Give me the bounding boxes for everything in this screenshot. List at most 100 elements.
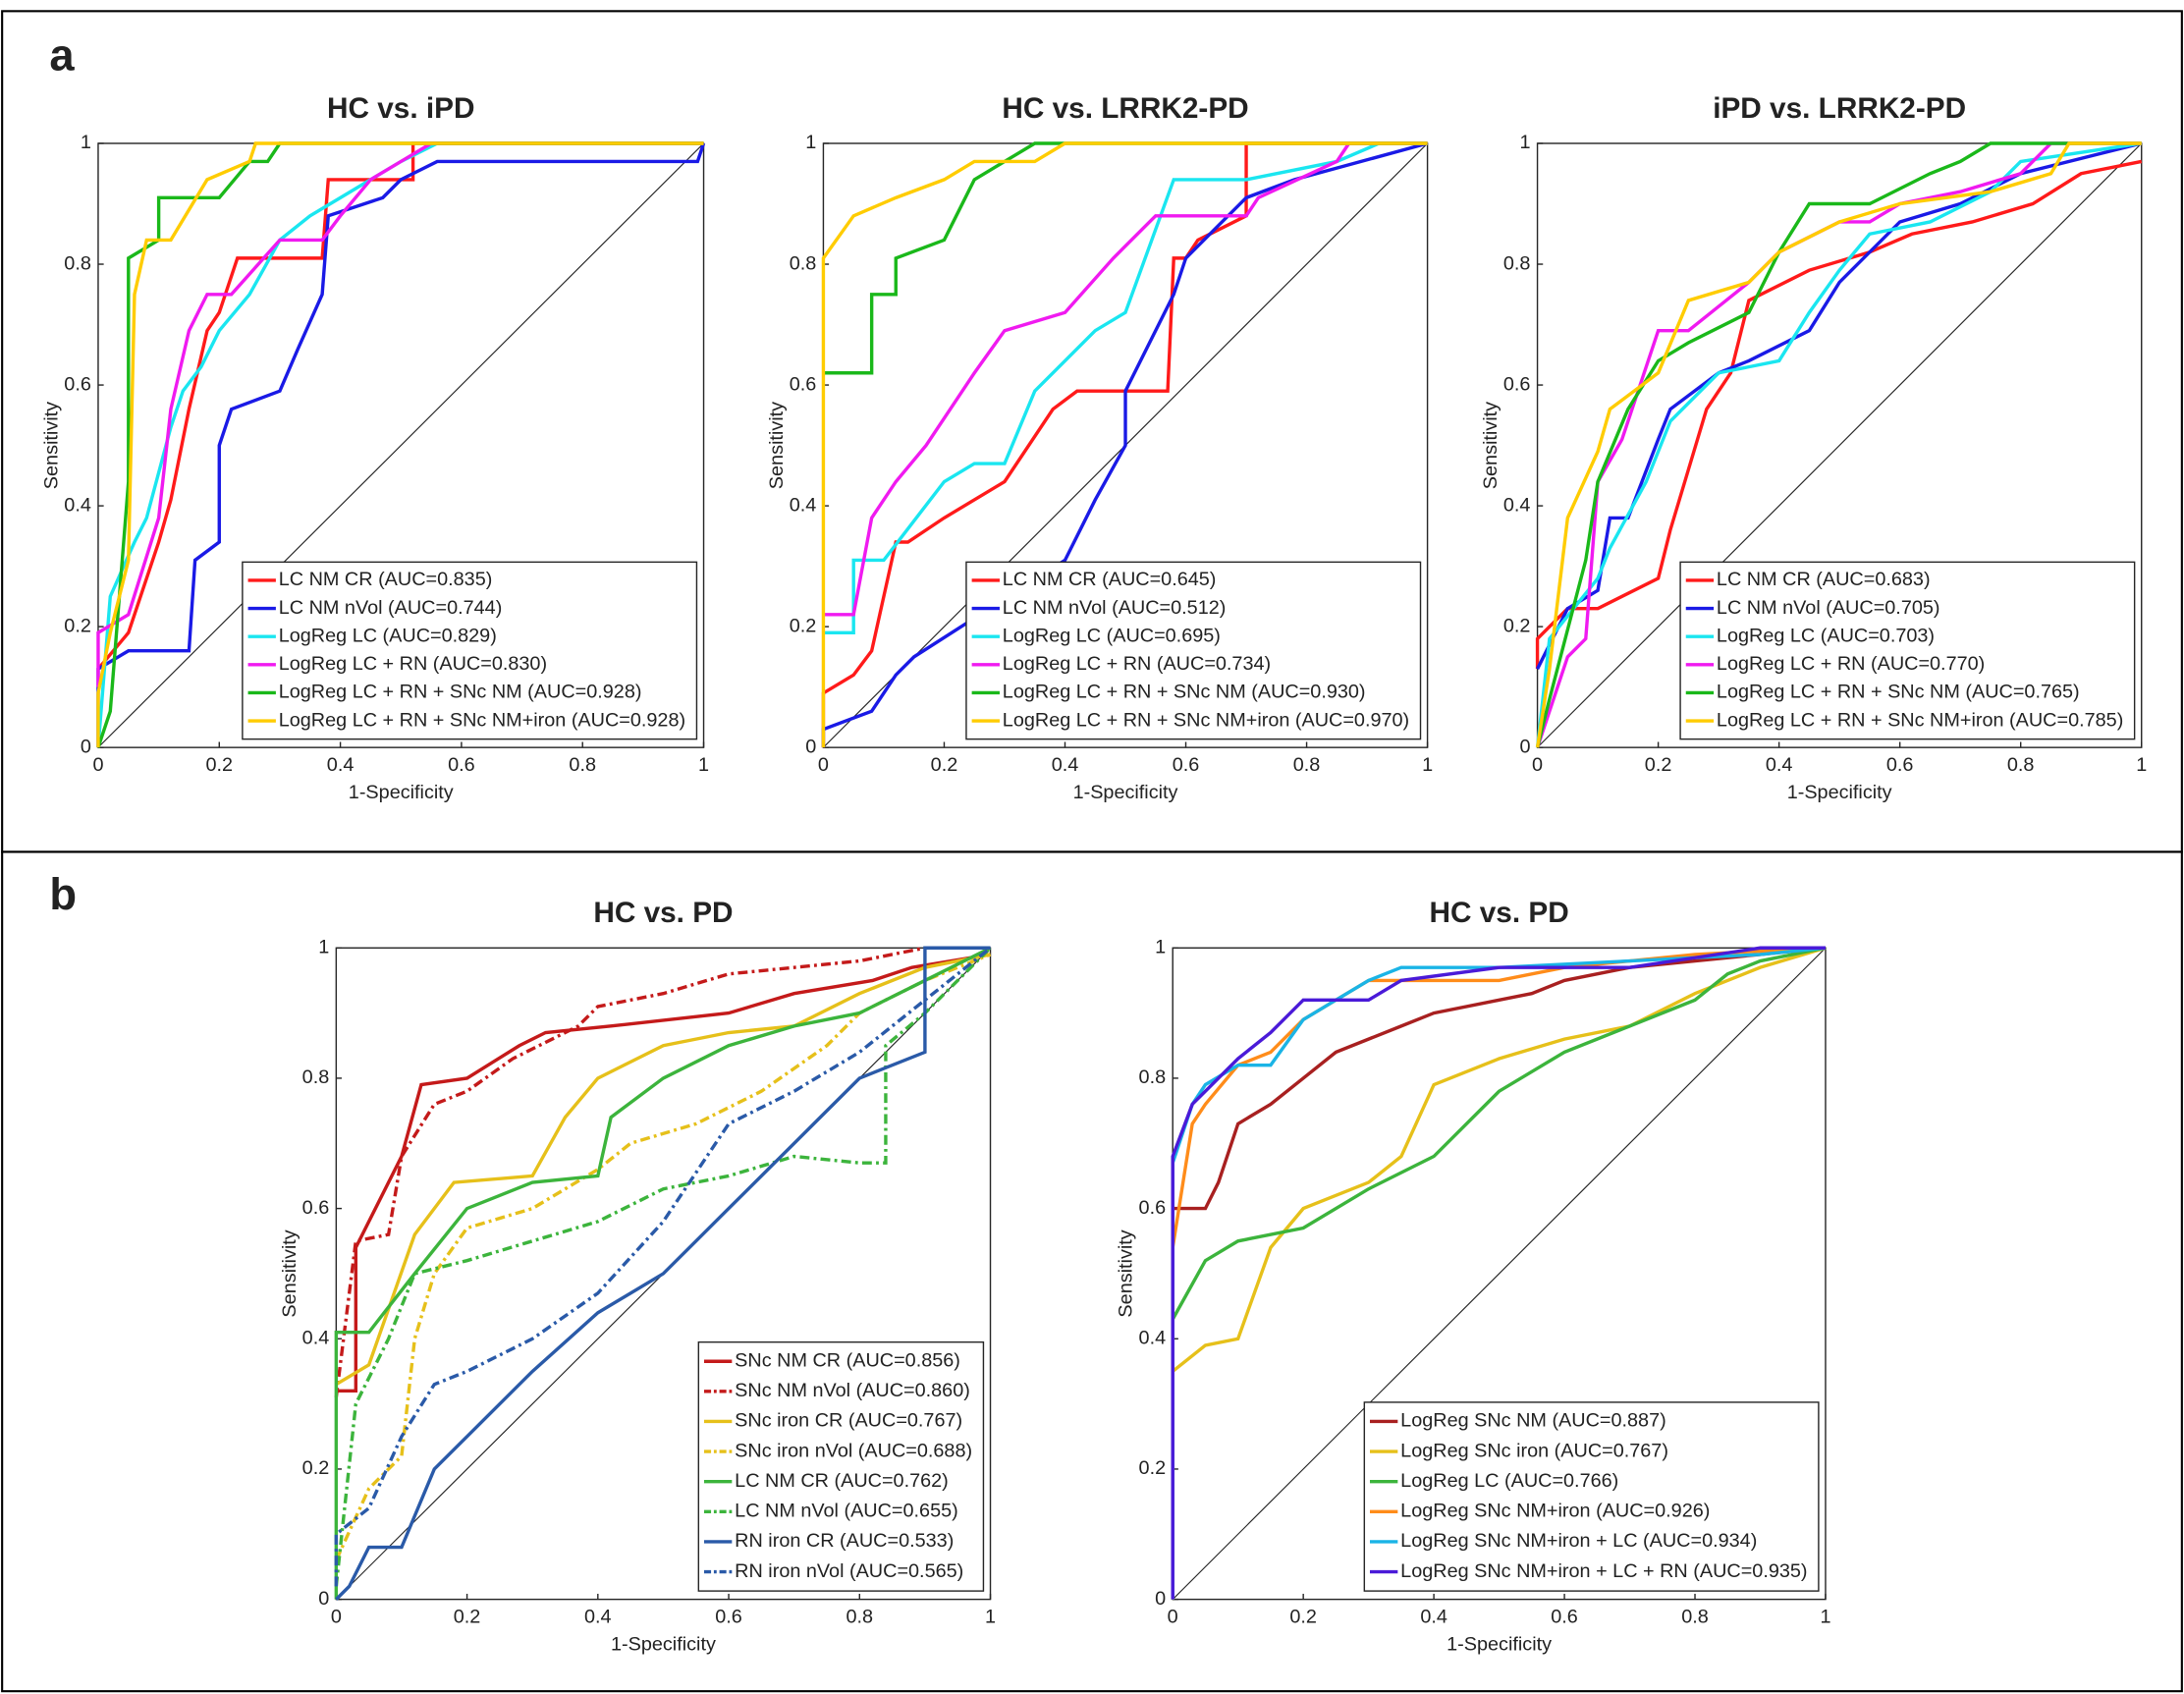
roc-curve <box>334 946 992 1600</box>
x-tick-label: 0.8 <box>2007 754 2035 776</box>
legend-label: SNc iron CR (AUC=0.767) <box>735 1410 962 1432</box>
y-axis-label: Sensitivity <box>1480 402 1502 489</box>
legend-label: LC NM nVol (AUC=0.744) <box>279 597 503 619</box>
roc-curve <box>1535 141 2142 748</box>
x-tick-label: 0.8 <box>1293 754 1321 776</box>
y-tick-label: 0 <box>805 736 816 757</box>
y-axis-label: Sensitivity <box>766 402 788 489</box>
y-tick-label: 1 <box>805 132 816 153</box>
x-tick-label: 0.6 <box>1551 1606 1578 1627</box>
x-tick-label: 0.4 <box>584 1606 612 1627</box>
y-tick-label: 0.4 <box>1503 494 1531 516</box>
legend-label: LogReg LC (AUC=0.829) <box>279 625 497 646</box>
legend: LC NM CR (AUC=0.645) LC NM nVol (AUC=0.51… <box>965 561 1422 740</box>
y-tick-label: 1 <box>81 132 91 153</box>
x-axis-label: 1-Specificity <box>611 1634 716 1656</box>
legend-label: SNc NM CR (AUC=0.856) <box>735 1349 960 1371</box>
legend: SNc NM CR (AUC=0.856) SNc NM nVol (AUC=0.… <box>697 1340 985 1592</box>
panel-label: b <box>49 869 77 919</box>
y-tick-label: 0.4 <box>302 1328 330 1349</box>
legend-label: LogReg LC (AUC=0.695) <box>1003 625 1221 646</box>
legend-label: LogReg SNc NM+iron + LC (AUC=0.934) <box>1400 1530 1757 1552</box>
chance-line <box>97 142 704 748</box>
legend-label: LC NM CR (AUC=0.683) <box>1717 569 1931 590</box>
legend-label: LogReg SNc iron (AUC=0.767) <box>1400 1440 1668 1461</box>
roc-curve <box>334 946 991 1398</box>
roc-curve <box>335 946 991 1601</box>
panel-label: a <box>49 30 75 81</box>
roc-curve <box>334 947 992 1587</box>
roc-curve <box>96 141 704 748</box>
legend-label: LC NM CR (AUC=0.645) <box>1003 569 1217 590</box>
legend-label: LogReg SNc NM+iron + LC + RN (AUC=0.935) <box>1400 1560 1807 1582</box>
chart-title: iPD vs. LRRK2-PD <box>1713 92 1966 125</box>
legend-label: LogReg LC + RN (AUC=0.734) <box>1003 653 1271 675</box>
y-tick-label: 0 <box>1155 1588 1166 1610</box>
legend-label: LogReg LC + RN + SNc NM (AUC=0.928) <box>279 682 642 703</box>
y-tick-label: 0.6 <box>1503 373 1531 395</box>
x-tick-label: 0 <box>1168 1606 1178 1627</box>
y-tick-label: 1 <box>1155 936 1166 957</box>
roc-curve <box>821 141 1428 748</box>
roc-curve <box>821 141 1429 748</box>
legend: LC NM CR (AUC=0.683) LC NM nVol (AUC=0.70… <box>1679 561 2136 740</box>
y-tick-label: 0.2 <box>790 615 817 636</box>
x-tick-label: 1 <box>985 1606 996 1627</box>
x-tick-label: 1 <box>1422 754 1433 776</box>
y-tick-label: 0.8 <box>1503 252 1531 274</box>
x-axis-label: 1-Specificity <box>1073 782 1178 803</box>
y-tick-label: 0.6 <box>1139 1197 1167 1219</box>
legend-label: SNc iron nVol (AUC=0.688) <box>735 1440 972 1461</box>
legend-box <box>242 561 698 740</box>
legend-label: RN iron CR (AUC=0.533) <box>735 1530 954 1552</box>
legend-label: LogReg LC + RN + SNc NM (AUC=0.765) <box>1717 682 2080 703</box>
x-tick-label: 0 <box>92 754 103 776</box>
x-tick-label: 0 <box>818 754 829 776</box>
legend-label: LC NM CR (AUC=0.762) <box>735 1470 949 1492</box>
roc-curve <box>336 953 991 1393</box>
legend: LC NM CR (AUC=0.835) LC NM nVol (AUC=0.74… <box>242 561 698 740</box>
y-tick-label: 0.2 <box>1139 1457 1167 1479</box>
y-axis-label: Sensitivity <box>1116 1230 1137 1317</box>
x-tick-label: 1 <box>1820 1606 1830 1627</box>
legend-box <box>1679 561 2136 740</box>
legend-label: LogReg LC + RN + SNc NM (AUC=0.930) <box>1003 682 1366 703</box>
x-tick-label: 0 <box>331 1606 342 1627</box>
x-axis-label: 1-Specificity <box>1787 782 1892 803</box>
legend-label: LogReg SNc NM (AUC=0.887) <box>1400 1410 1666 1432</box>
legend-label: LogReg LC + RN (AUC=0.770) <box>1717 653 1985 675</box>
x-tick-label: 0.2 <box>1289 1606 1317 1627</box>
roc-curve <box>1171 946 1827 1600</box>
legend-label: LogReg SNc NM+iron (AUC=0.926) <box>1400 1501 1710 1522</box>
chart-title: HC vs. LRRK2-PD <box>1002 92 1248 125</box>
x-tick-label: 0.4 <box>1052 754 1079 776</box>
roc-curve <box>96 141 704 748</box>
legend-label: LogReg LC + RN + SNc NM+iron (AUC=0.928) <box>279 709 685 731</box>
x-tick-label: 0.8 <box>569 754 596 776</box>
y-tick-label: 0 <box>1519 736 1530 757</box>
x-tick-label: 0 <box>1532 754 1543 776</box>
legend-box <box>1363 1401 1820 1592</box>
roc-curve <box>335 953 991 1387</box>
roc-curve <box>1171 946 1826 1600</box>
legend: LogReg SNc NM (AUC=0.887) LogReg SNc iron… <box>1363 1401 1820 1592</box>
y-tick-label: 1 <box>1519 132 1530 153</box>
legend-label: RN iron nVol (AUC=0.565) <box>735 1560 963 1582</box>
x-tick-label: 0.6 <box>448 754 475 776</box>
x-tick-label: 0.4 <box>1766 754 1793 776</box>
y-tick-label: 0.8 <box>1139 1066 1167 1088</box>
y-tick-label: 0.2 <box>302 1457 330 1479</box>
legend-label: SNc NM nVol (AUC=0.860) <box>735 1380 970 1401</box>
roc-curve <box>334 946 992 1587</box>
chance-line <box>1537 142 2143 748</box>
y-tick-label: 0 <box>318 1588 329 1610</box>
y-tick-label: 0.6 <box>64 373 91 395</box>
legend-label: LogReg LC (AUC=0.766) <box>1400 1470 1618 1492</box>
x-axis-label: 1-Specificity <box>349 782 454 803</box>
chart-title: HC vs. PD <box>1430 897 1569 929</box>
y-tick-label: 0.8 <box>64 252 91 274</box>
y-tick-label: 0 <box>81 736 91 757</box>
x-tick-label: 1 <box>698 754 709 776</box>
x-tick-label: 0.6 <box>1173 754 1200 776</box>
